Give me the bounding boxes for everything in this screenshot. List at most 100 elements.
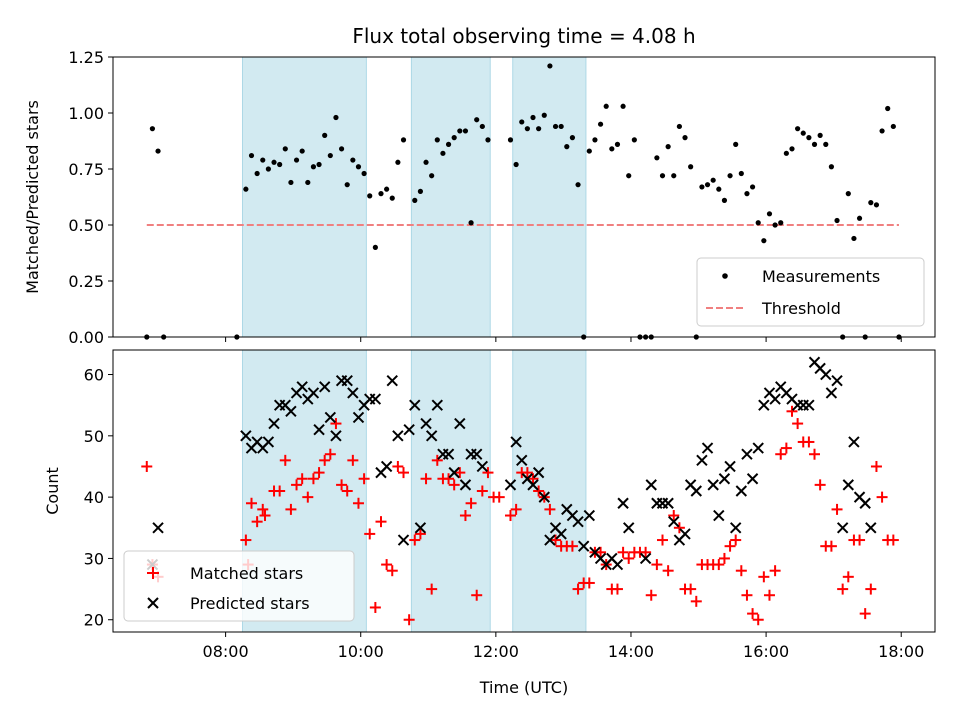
- measurement-point: [288, 179, 294, 186]
- bottom-x-axis-ticks: 08:00 10:00 12:00 14:00 16:00 18:00: [203, 632, 924, 661]
- matched-star-point: [859, 608, 871, 620]
- matched-star-point: [414, 528, 426, 540]
- bottom-legend-box: [123, 550, 355, 622]
- measurement-point: [434, 137, 440, 143]
- measurement-point: [676, 123, 682, 130]
- matched-star-point: [259, 510, 271, 522]
- matched-star-point: [842, 571, 854, 583]
- matched-star-point: [763, 589, 775, 601]
- matched-star-point: [392, 460, 404, 472]
- matched-star-point: [780, 442, 792, 454]
- measurement-point: [547, 63, 553, 69]
- measurement-point: [468, 220, 474, 226]
- matched-star-point: [319, 454, 331, 466]
- predicted-star-point: [532, 466, 545, 479]
- matched-star-point: [887, 534, 899, 546]
- predicted-star-point: [262, 436, 275, 448]
- matched-star-point: [482, 467, 494, 479]
- matched-star-point: [364, 528, 376, 540]
- measurement-point: [149, 126, 156, 132]
- matched-star-point: [640, 546, 652, 558]
- predicted-star-point: [820, 368, 832, 381]
- matched-star-point: [296, 473, 308, 485]
- legend-label-measurements: Measurements: [762, 267, 880, 286]
- predicted-star-point: [476, 460, 489, 473]
- measurement-point: [254, 170, 260, 177]
- measurement-point: [305, 179, 311, 186]
- matched-star-point: [459, 510, 471, 522]
- matched-star-point: [685, 583, 697, 595]
- predicted-star-point: [324, 411, 337, 424]
- measurement-point: [417, 188, 424, 194]
- predicted-star-point: [527, 479, 539, 491]
- predicted-star-point: [718, 473, 731, 485]
- measurement-point: [485, 137, 491, 143]
- measurement-point: [277, 161, 283, 168]
- matched-star-point: [386, 565, 398, 577]
- measurement-point: [299, 148, 305, 154]
- measurement-point: [817, 132, 823, 138]
- matched-star-point: [302, 491, 314, 503]
- matched-star-point: [673, 522, 685, 534]
- matched-star-point: [668, 510, 680, 522]
- measurement-point: [293, 157, 300, 163]
- x-tick-label: 18:00: [878, 642, 924, 661]
- measurement-point: [744, 191, 750, 197]
- predicted-star-point: [380, 460, 393, 473]
- predicted-star-point: [735, 485, 748, 497]
- measurement-point: [350, 157, 356, 163]
- measurement-point: [755, 220, 761, 226]
- x-tick-label: 16:00: [743, 642, 789, 661]
- predicted-star-point: [724, 460, 736, 473]
- measurement-point: [766, 211, 773, 217]
- measurement-point: [316, 161, 322, 168]
- predicted-star-point: [611, 558, 624, 571]
- predicted-star-point: [386, 374, 398, 387]
- predicted-star-point: [572, 515, 584, 528]
- matched-star-point: [324, 448, 336, 460]
- matched-star-point: [809, 448, 821, 460]
- measurement-point: [265, 166, 271, 172]
- bottom-y-tick-label: 40: [84, 488, 104, 507]
- top-y-tick-label: 0.25: [68, 272, 104, 291]
- matched-star-point: [279, 454, 291, 466]
- measurement-point: [322, 132, 328, 138]
- bottom-y-axis-label: Count: [43, 467, 62, 515]
- top-shaded-intervals: [241, 56, 587, 338]
- measurement-point: [682, 135, 688, 141]
- measurement-point: [783, 150, 789, 156]
- bottom-legend: Matched stars Predicted stars: [123, 550, 355, 622]
- matched-star-point: [521, 467, 533, 479]
- matched-star-point: [865, 583, 877, 595]
- measurement-point: [727, 173, 733, 179]
- matched-star-point: [566, 540, 578, 552]
- measurement-point: [429, 173, 435, 179]
- measurement-point: [457, 128, 463, 134]
- matched-star-point: [735, 565, 747, 577]
- measurement-point: [885, 105, 891, 112]
- matched-star-point: [718, 552, 730, 564]
- matched-star-point: [403, 614, 415, 626]
- matched-star-point: [352, 497, 364, 509]
- measurement-point: [536, 126, 542, 132]
- bottom-plot-series: [141, 356, 899, 626]
- bottom-y-tick-label: 20: [84, 611, 104, 630]
- predicted-star-point: [504, 479, 517, 491]
- predicted-star-point: [414, 522, 427, 534]
- predicted-star-point: [516, 454, 528, 467]
- measurement-point: [440, 150, 446, 156]
- matched-star-point: [431, 454, 443, 466]
- top-y-tick-label: 1.00: [68, 104, 104, 123]
- measurement-point: [716, 186, 722, 192]
- predicted-star-point: [859, 497, 871, 509]
- measurement-point: [552, 123, 559, 130]
- matched-star-point: [741, 589, 753, 601]
- matched-star-point: [690, 595, 702, 607]
- measurement-point: [361, 170, 367, 177]
- predicted-star-point: [397, 534, 410, 546]
- measurement-point: [772, 222, 778, 228]
- predicted-star-point: [746, 473, 759, 485]
- matched-star-point: [611, 583, 623, 595]
- matched-star-point: [420, 473, 432, 485]
- measurement-point: [800, 130, 806, 136]
